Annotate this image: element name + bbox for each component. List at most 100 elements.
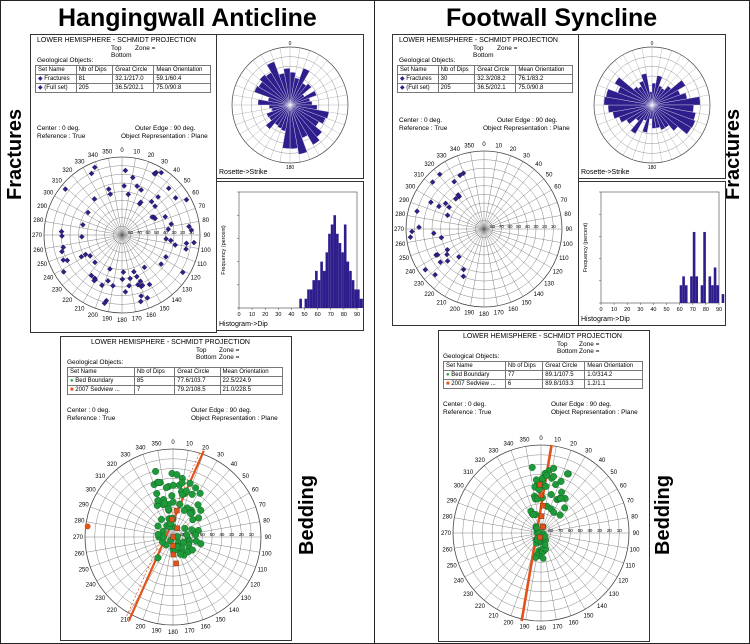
net-spoke: [525, 532, 542, 620]
net-spoke: [95, 234, 123, 309]
dip-ring-label: 40: [163, 230, 169, 235]
net-spoke: [121, 195, 190, 236]
pole-marker: [110, 282, 116, 289]
azimuth-tick-label: 140: [172, 298, 183, 304]
histogram-bar: [362, 298, 365, 308]
azimuth-tick-label: 210: [436, 301, 447, 307]
net-spoke: [496, 456, 542, 534]
pole-marker: [122, 289, 129, 295]
bed-pole: [563, 470, 571, 478]
rose-petal: [266, 104, 291, 118]
pole-marker: [60, 244, 67, 251]
rose-petal: [277, 104, 291, 129]
net-spoke: [172, 460, 218, 538]
net-spoke: [483, 228, 552, 269]
histogram-bar: [357, 289, 360, 308]
histogram-bar: [299, 298, 302, 308]
dip-ring-label: 70: [558, 528, 564, 533]
net-spoke: [540, 502, 624, 534]
net-spoke: [510, 450, 542, 534]
azimuth-tick-label: 130: [544, 282, 555, 288]
bed-pole: [550, 508, 558, 516]
pole-marker: [85, 209, 91, 216]
sedview-pole: [173, 560, 179, 567]
x-tick-label: 20: [262, 312, 268, 318]
histogram-bar: [351, 280, 355, 308]
x-tick-label: 80: [703, 307, 709, 313]
pole-marker: [460, 273, 467, 280]
pole-marker: [105, 278, 111, 284]
net-spoke: [454, 517, 542, 534]
pole-marker: [437, 259, 444, 265]
rose-petal: [651, 104, 692, 135]
azimuth-tick-label: 220: [424, 292, 435, 298]
histogram-bar: [692, 231, 696, 303]
net-spoke: [128, 536, 174, 614]
rosette-caption: Rosette->Strike: [219, 169, 268, 176]
histogram-bar: [695, 276, 699, 303]
histogram-bar: [336, 233, 339, 308]
rose-petal: [259, 74, 291, 106]
pole-marker: [120, 269, 127, 275]
pole-marker: [105, 186, 112, 192]
pole-marker: [183, 246, 189, 252]
sedview-pole: [538, 492, 544, 498]
azimuth-tick-label: 270: [441, 531, 452, 537]
azimuth-tick-label: 100: [262, 551, 273, 557]
x-tick-label: 20: [624, 307, 630, 313]
rose-petal: [630, 104, 653, 134]
histogram-bar: [359, 298, 363, 308]
azimuth-tick-label: 80: [263, 519, 270, 525]
azimuth-tick-label: 350: [151, 441, 162, 447]
rose-north-label: 0: [289, 41, 292, 47]
center-label: Center : 0 deg.: [443, 401, 487, 408]
x-tick-label: 80: [341, 312, 347, 318]
x-tick-label: 70: [328, 312, 334, 318]
azimuth-tick-label: 320: [475, 458, 486, 464]
net-spoke: [142, 536, 174, 620]
zone-labels: Zone =: [497, 45, 518, 52]
bed-pole: [194, 501, 202, 509]
bed-pole: [154, 496, 162, 504]
azimuth-tick-label: 100: [201, 248, 212, 254]
azimuth-tick-label: 90: [265, 535, 272, 541]
azimuth-tick-label: 50: [184, 178, 191, 184]
azimuth-tick-label: 100: [563, 242, 574, 248]
side-label-bedding-right: Bedding: [652, 475, 674, 555]
net-spoke: [71, 175, 123, 236]
rose-petal: [289, 104, 326, 125]
object-rep-label: Object Representation : Plane: [121, 133, 208, 140]
net-spoke: [444, 228, 485, 297]
net-spoke: [540, 488, 618, 534]
azimuth-tick-label: 150: [215, 617, 226, 623]
histogram-bar: [304, 298, 308, 308]
azimuth-tick-label: 200: [136, 624, 147, 630]
pole-marker: [158, 169, 165, 176]
bed-pole: [179, 538, 187, 546]
bed-pole: [164, 505, 172, 513]
azimuth-tick-label: 100: [630, 547, 641, 553]
azimuth-tick-label: 110: [197, 262, 207, 268]
pole-marker: [158, 261, 164, 267]
azimuth-tick-label: 330: [74, 159, 85, 165]
left-fracture-panel: LOWER HEMISPHERE - SCHMIDT PROJECTION To…: [30, 34, 217, 333]
x-tick-label: 60: [315, 312, 321, 318]
object-rep-label: Object Representation : Plane: [191, 415, 278, 422]
net-spoke: [483, 189, 552, 230]
right-histogram-panel: 0 10 20 30 40 50 60 70 80 90 Frequency (percent) H…: [578, 181, 726, 326]
net-spoke: [121, 221, 199, 236]
bed-pole: [176, 500, 184, 508]
object-rep-label: Object Representation : Plane: [483, 125, 570, 132]
azimuth-tick-label: 220: [62, 298, 73, 304]
outer-label: Outer Edge : 90 deg.: [497, 117, 558, 124]
azimuth-tick-label: 20: [148, 153, 155, 159]
pole-marker: [131, 268, 137, 275]
pole-marker: [422, 266, 429, 273]
azimuth-tick-label: 340: [88, 153, 99, 159]
azimuth-tick-label: 120: [250, 583, 261, 589]
dip-ring-label: 70: [137, 230, 143, 235]
azimuth-tick-label: 340: [450, 147, 461, 153]
rose-petal: [289, 83, 312, 106]
azimuth-tick-label: 260: [442, 547, 453, 553]
left-histogram-panel: 0 10 20 30 40 50 60 70 80 90 Frequency (percent) H…: [216, 181, 365, 331]
